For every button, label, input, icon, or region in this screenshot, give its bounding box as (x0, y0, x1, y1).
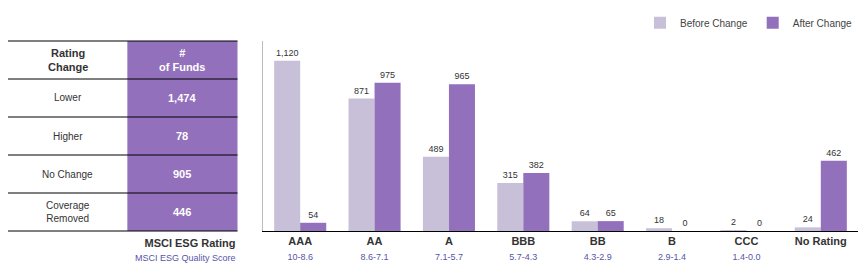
svg-text:0: 0 (757, 218, 762, 228)
svg-text:AA8.6-7.1: AA8.6-7.1 (361, 235, 389, 261)
svg-text:AAA10-8.6: AAA10-8.6 (287, 235, 313, 261)
svg-text:0: 0 (683, 218, 688, 228)
svg-text:975: 975 (380, 70, 395, 80)
svg-text:RatingChange: RatingChange (48, 47, 88, 73)
svg-text:18: 18 (654, 215, 664, 225)
svg-text:905: 905 (173, 168, 191, 180)
svg-text:871: 871 (354, 86, 369, 96)
svg-text:382: 382 (529, 160, 544, 170)
svg-text:BBB5.7-4.3: BBB5.7-4.3 (509, 235, 537, 261)
svg-text:#of Funds: #of Funds (159, 47, 205, 73)
svg-text:64: 64 (580, 208, 590, 218)
svg-text:65: 65 (606, 208, 616, 218)
svg-text:BB4.3-2.9: BB4.3-2.9 (584, 235, 612, 261)
svg-text:462: 462 (826, 148, 841, 158)
svg-text:No Rating: No Rating (795, 235, 847, 247)
svg-text:24: 24 (803, 214, 813, 224)
svg-text:No Change: No Change (42, 169, 93, 180)
svg-text:A7.1-5.7: A7.1-5.7 (435, 235, 463, 261)
svg-text:446: 446 (173, 206, 191, 218)
svg-text:Before Change: Before Change (680, 18, 748, 29)
svg-text:965: 965 (454, 71, 469, 81)
svg-text:315: 315 (503, 170, 518, 180)
svg-text:After Change: After Change (793, 18, 852, 29)
svg-text:Higher: Higher (53, 131, 83, 142)
svg-text:CCC1.4-0.0: CCC1.4-0.0 (732, 235, 760, 261)
svg-text:1,474: 1,474 (168, 92, 196, 104)
svg-text:2: 2 (731, 217, 736, 227)
svg-text:B2.9-1.4: B2.9-1.4 (658, 235, 686, 261)
svg-text:1,120: 1,120 (276, 48, 299, 58)
svg-text:54: 54 (308, 210, 318, 220)
svg-text:MSCI ESG RatingMSCI ESG Qualit: MSCI ESG RatingMSCI ESG Quality Score (135, 237, 236, 263)
svg-text:78: 78 (176, 130, 188, 142)
svg-text:Lower: Lower (54, 92, 82, 103)
svg-text:CoverageRemoved: CoverageRemoved (46, 200, 90, 224)
svg-text:489: 489 (428, 144, 443, 154)
